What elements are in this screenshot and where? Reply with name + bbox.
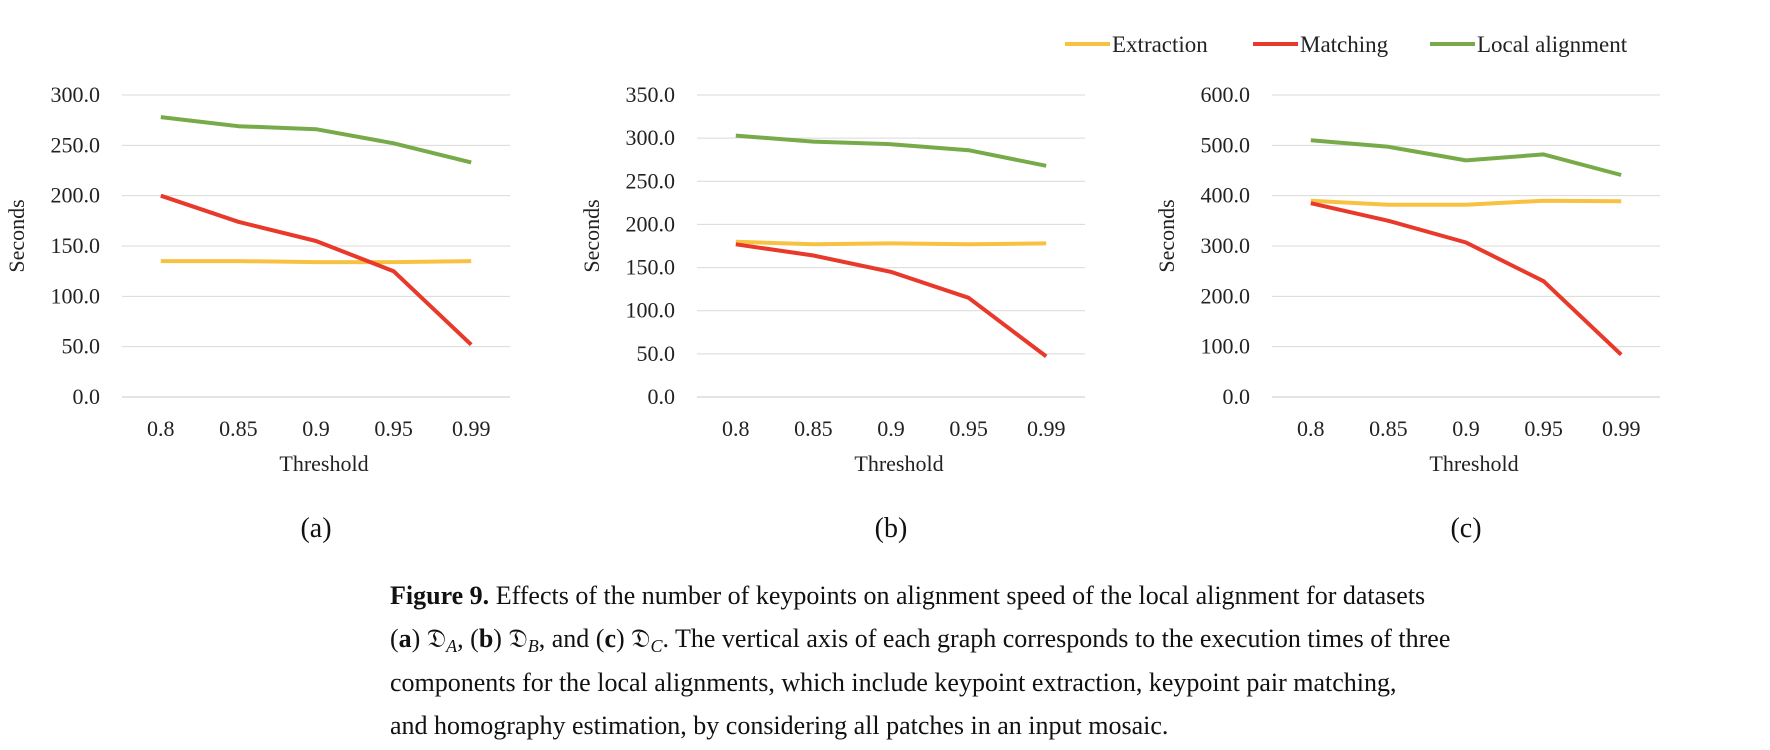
y-tick-label: 50.0 <box>637 341 676 366</box>
y-tick-label: 250.0 <box>51 132 101 157</box>
series-line-matching <box>735 242 1048 358</box>
y-axis-title: Seconds <box>579 199 604 272</box>
y-tick-label: 200.0 <box>51 183 101 208</box>
chart-panel-0: 0.0 50.0 100.0 150.0 200.0 250.0 300.0 0.8 0.85 0… <box>4 82 510 544</box>
x-tick-label: 0.85 <box>794 416 833 441</box>
legend-label-1: Matching <box>1300 32 1389 57</box>
y-tick-label: 100.0 <box>51 283 101 308</box>
series-line-matching <box>160 193 473 347</box>
x-tick-label: 0.95 <box>1524 416 1563 441</box>
x-tick-label: 0.9 <box>877 416 905 441</box>
y-tick-label: 300.0 <box>1201 233 1251 258</box>
x-tick-label: 0.99 <box>452 416 491 441</box>
y-tick-label: 150.0 <box>626 255 676 280</box>
x-tick-label: 0.85 <box>1369 416 1408 441</box>
caption-label: Figure 9. <box>390 581 490 610</box>
series-line-extraction <box>1310 198 1622 207</box>
y-axis-title: Seconds <box>4 199 29 272</box>
caption-part-a-label: a <box>398 624 412 653</box>
y-tick-label: 400.0 <box>1201 183 1251 208</box>
caption-line-4: and homography estimation, by considerin… <box>390 711 1169 740</box>
x-tick-label: 0.99 <box>1027 416 1066 441</box>
legend-label-0: Extraction <box>1112 32 1208 57</box>
legend-label-2: Local alignment <box>1477 32 1628 57</box>
series-line-local-alignment <box>735 133 1047 168</box>
panel-label: (c) <box>1450 513 1481 544</box>
y-tick-label: 150.0 <box>51 233 101 258</box>
caption-line-3: components for the local alignments, whi… <box>390 668 1397 697</box>
dataset-a-symbol: 𝔇 <box>426 624 447 654</box>
y-tick-label: 100.0 <box>626 298 676 323</box>
x-tick-label: 0.99 <box>1602 416 1641 441</box>
caption-part-c-label: c <box>604 624 616 653</box>
y-tick-label: 0.0 <box>73 384 101 409</box>
legend: Extraction Matching Local alignment <box>1065 32 1628 57</box>
dataset-b-subscript: B <box>527 636 539 656</box>
y-tick-label: 350.0 <box>626 82 676 107</box>
x-tick-label: 0.95 <box>949 416 988 441</box>
dataset-b-symbol: 𝔇 <box>508 624 528 654</box>
figure-caption: Figure 9. Effects of the number of keypo… <box>390 574 1730 747</box>
x-tick-label: 0.95 <box>374 416 413 441</box>
caption-part-b-label: b <box>478 624 494 653</box>
y-tick-label: 500.0 <box>1201 132 1251 157</box>
x-tick-label: 0.9 <box>302 416 330 441</box>
x-tick-label: 0.8 <box>1297 416 1325 441</box>
y-tick-label: 200.0 <box>626 211 676 236</box>
chart-panel-2: 0.0 100.0 200.0 300.0 400.0 500.0 600.0 0.8 0.85… <box>1154 82 1660 544</box>
series-line-local-alignment <box>160 115 472 165</box>
y-tick-label: 0.0 <box>648 384 676 409</box>
caption-line-1: Figure 9. Effects of the number of keypo… <box>390 574 1730 617</box>
y-tick-label: 300.0 <box>51 82 101 107</box>
caption-line-2: (a) 𝔇A, (b) 𝔇B, and (c) 𝔇C. The vertical… <box>390 624 1451 656</box>
x-tick-label: 0.9 <box>1452 416 1480 441</box>
series-line-local-alignment <box>1310 138 1622 177</box>
y-tick-label: 0.0 <box>1223 384 1251 409</box>
caption-text-1: Effects of the number of keypoints on al… <box>489 581 1426 610</box>
x-axis-title: Threshold <box>279 451 368 476</box>
series-line-extraction <box>160 259 472 265</box>
x-tick-label: 0.8 <box>147 416 175 441</box>
panel-label: (b) <box>875 513 908 544</box>
y-tick-label: 200.0 <box>1201 283 1251 308</box>
y-tick-label: 600.0 <box>1201 82 1251 107</box>
x-tick-label: 0.8 <box>722 416 750 441</box>
y-tick-label: 300.0 <box>626 125 676 150</box>
dataset-c-subscript: C <box>650 636 663 656</box>
y-tick-label: 100.0 <box>1201 334 1251 359</box>
x-tick-label: 0.85 <box>219 416 258 441</box>
x-axis-title: Threshold <box>1429 451 1518 476</box>
caption-text-2: . The vertical axis of each graph corres… <box>662 624 1451 653</box>
series-line-matching <box>1310 201 1623 357</box>
x-axis-title: Threshold <box>854 451 943 476</box>
dataset-c-symbol: 𝔇 <box>631 624 651 654</box>
panel-label: (a) <box>300 513 331 544</box>
series-line-extraction <box>735 239 1047 247</box>
y-tick-label: 50.0 <box>62 334 101 359</box>
dataset-a-subscript: A <box>446 636 458 656</box>
chart-panel-1: 0.0 50.0 100.0 150.0 200.0 250.0 300.0 350.0 0.8… <box>579 82 1085 544</box>
y-tick-label: 250.0 <box>626 168 676 193</box>
y-axis-title: Seconds <box>1154 199 1179 272</box>
